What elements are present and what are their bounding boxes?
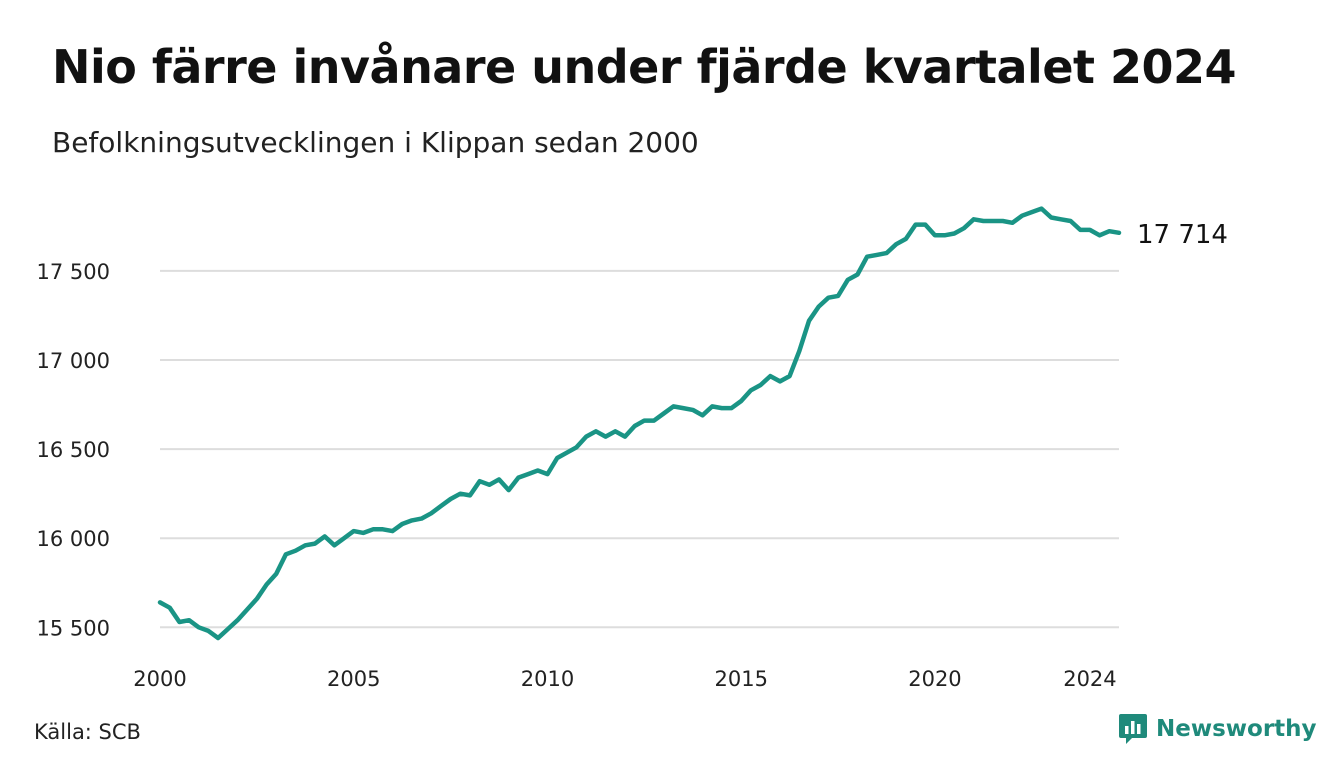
- y-tick-label: 16 500: [37, 438, 110, 462]
- brand-name: Newsworthy: [1156, 716, 1317, 742]
- chart-subtitle: Befolkningsutvecklingen i Klippan sedan …: [52, 126, 699, 159]
- x-tick-label: 2015: [714, 667, 767, 691]
- end-value-label: 17 714: [1137, 220, 1228, 250]
- x-axis: 2000 2005 2010 2015 2020 2024: [133, 667, 1116, 691]
- brand-logo: Newsworthy: [1118, 712, 1317, 746]
- x-tick-label: 2010: [521, 667, 574, 691]
- data-series: [157, 206, 1122, 641]
- chart-title: Nio färre invånare under fjärde kvartale…: [52, 40, 1237, 94]
- y-tick-label: 17 500: [37, 260, 110, 284]
- source-note: Källa: SCB: [34, 720, 141, 744]
- x-tick-label: 2024: [1063, 667, 1116, 691]
- y-axis: 15 500 16 000 16 500 17 000 17 500: [37, 260, 110, 640]
- y-tick-label: 16 000: [37, 527, 110, 551]
- y-tick-label: 15 500: [37, 616, 110, 640]
- y-tick-label: 17 000: [37, 349, 110, 373]
- x-tick-label: 2005: [327, 667, 380, 691]
- newsworthy-logo-icon: [1119, 714, 1147, 744]
- gridlines: [160, 269, 1119, 629]
- series-line: [157, 206, 1122, 641]
- x-tick-label: 2000: [133, 667, 186, 691]
- x-tick-label: 2020: [908, 667, 961, 691]
- end-label-group: 17 714: [1137, 220, 1228, 250]
